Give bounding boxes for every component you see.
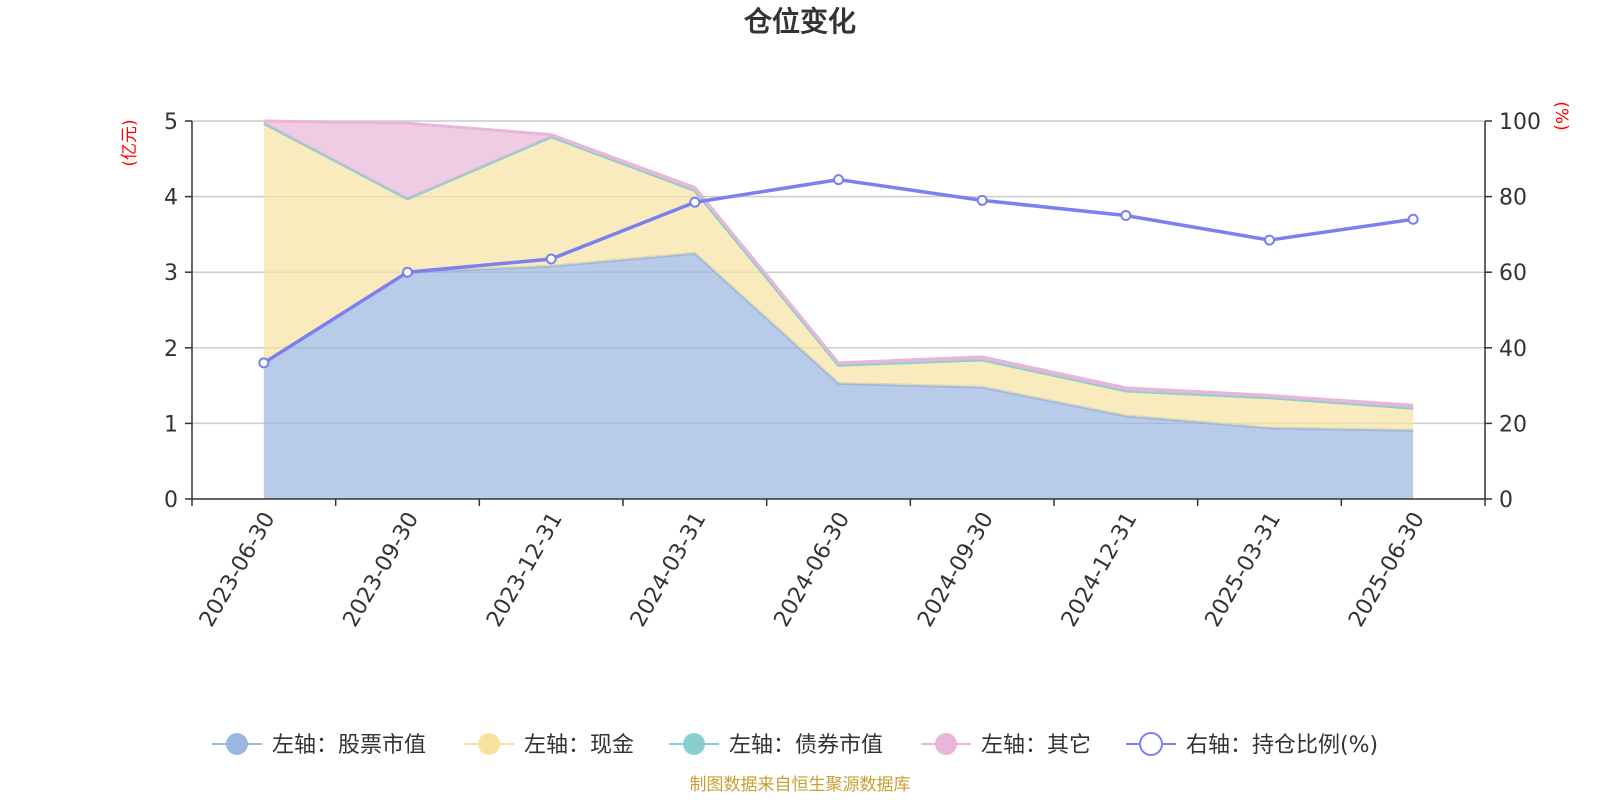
x-axis-tick-label: 2024-09-30 [913, 508, 999, 631]
legend-marker [226, 733, 248, 755]
x-axis-tick-label: 2023-12-31 [482, 508, 568, 631]
legend-label: 左轴：债券市值 [729, 733, 883, 758]
left-axis-tick-label: 0 [164, 488, 178, 513]
ratio-point [1407, 213, 1419, 225]
ratio-line-layer [258, 174, 1419, 369]
left-axis-tick-label: 5 [164, 110, 178, 135]
legend-marker [683, 733, 705, 755]
legend-marker [1139, 732, 1163, 756]
legend-item[interactable]: 左轴：现金 [464, 733, 634, 758]
right-axis-unit: (%) [1551, 101, 1571, 130]
right-axis-tick-label: 40 [1499, 337, 1527, 362]
ratio-point [258, 357, 270, 369]
x-axis-tick-label: 2023-06-30 [195, 508, 281, 631]
area-series [263, 123, 1414, 431]
right-axis-tick-label: 80 [1499, 186, 1527, 211]
area-layers [263, 119, 1414, 499]
x-axis-tick-label: 2025-06-30 [1344, 508, 1430, 631]
legend-label: 左轴：现金 [524, 733, 634, 758]
x-axis-tick-label: 2024-03-31 [626, 508, 712, 631]
ratio-point [1264, 234, 1275, 246]
legend-item[interactable]: 左轴：债券市值 [669, 733, 883, 758]
left-axis-tick-label: 2 [164, 337, 178, 362]
x-axis-tick-label: 2024-06-30 [770, 508, 856, 631]
right-axis-tick-label: 60 [1499, 261, 1527, 286]
data-source-note: 制图数据来自恒生聚源数据库 [690, 775, 911, 795]
x-axis-tick-label: 2023-09-30 [339, 508, 425, 631]
left-axis-unit: (亿元) [120, 119, 140, 166]
chart-title: 仓位变化 [744, 5, 856, 38]
ratio-point [689, 196, 701, 208]
left-axis-tick-label: 1 [164, 412, 178, 437]
legend-marker [478, 733, 500, 755]
ratio-point [833, 174, 844, 186]
legend-item[interactable]: 左轴：股票市值 [212, 733, 426, 758]
area-series [263, 253, 1414, 499]
area-series [263, 121, 1414, 409]
legend-label: 左轴：其它 [981, 733, 1091, 758]
legend-label: 右轴：持仓比例(%) [1186, 733, 1378, 758]
legend-label: 左轴：股票市值 [272, 733, 426, 758]
legend-item[interactable]: 右轴：持仓比例(%) [1126, 732, 1378, 758]
legend-item[interactable]: 左轴：其它 [921, 733, 1091, 758]
ratio-point [1120, 210, 1132, 221]
legend: 左轴：股票市值 左轴：现金 左轴：债券市值 左轴：其它 右轴：持仓比例(%) [212, 732, 1378, 758]
right-axis-tick-label: 0 [1499, 488, 1513, 513]
ratio-point [402, 266, 413, 278]
right-axis-tick-label: 100 [1499, 110, 1541, 135]
left-axis-tick-label: 4 [164, 186, 178, 211]
x-axis-tick-label: 2024-12-31 [1057, 508, 1143, 631]
x-axis-tick-label: 2025-03-31 [1201, 508, 1287, 631]
ratio-point [545, 253, 557, 265]
ratio-point [976, 194, 988, 206]
left-axis-tick-label: 3 [164, 261, 178, 286]
right-axis-tick-label: 20 [1499, 412, 1527, 437]
legend-marker [935, 733, 957, 755]
area-series-edge [263, 119, 1414, 407]
